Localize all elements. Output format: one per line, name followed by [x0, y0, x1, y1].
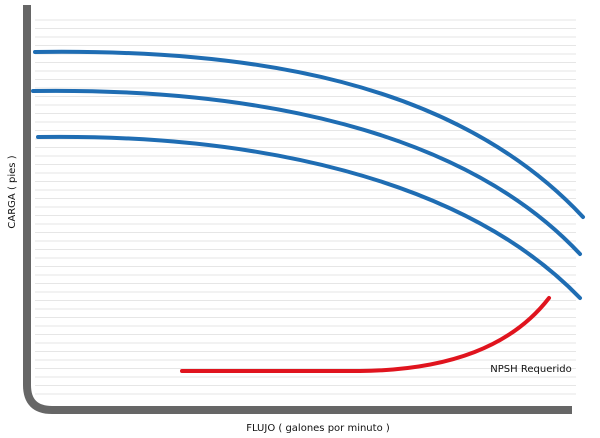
- axes-frame: [23, 5, 572, 414]
- x-axis-label: FLUJO ( galones por minuto ): [246, 423, 390, 434]
- pump-curve-1: [33, 49, 585, 219]
- npsh-label: NPSH Requerido: [490, 364, 571, 375]
- pump-curve-3: [36, 134, 582, 300]
- y-axis-label: CARGA ( pies ): [7, 155, 18, 228]
- pump-curve-2: [31, 88, 582, 256]
- grid: [35, 19, 576, 395]
- npsh-curve: [180, 296, 551, 373]
